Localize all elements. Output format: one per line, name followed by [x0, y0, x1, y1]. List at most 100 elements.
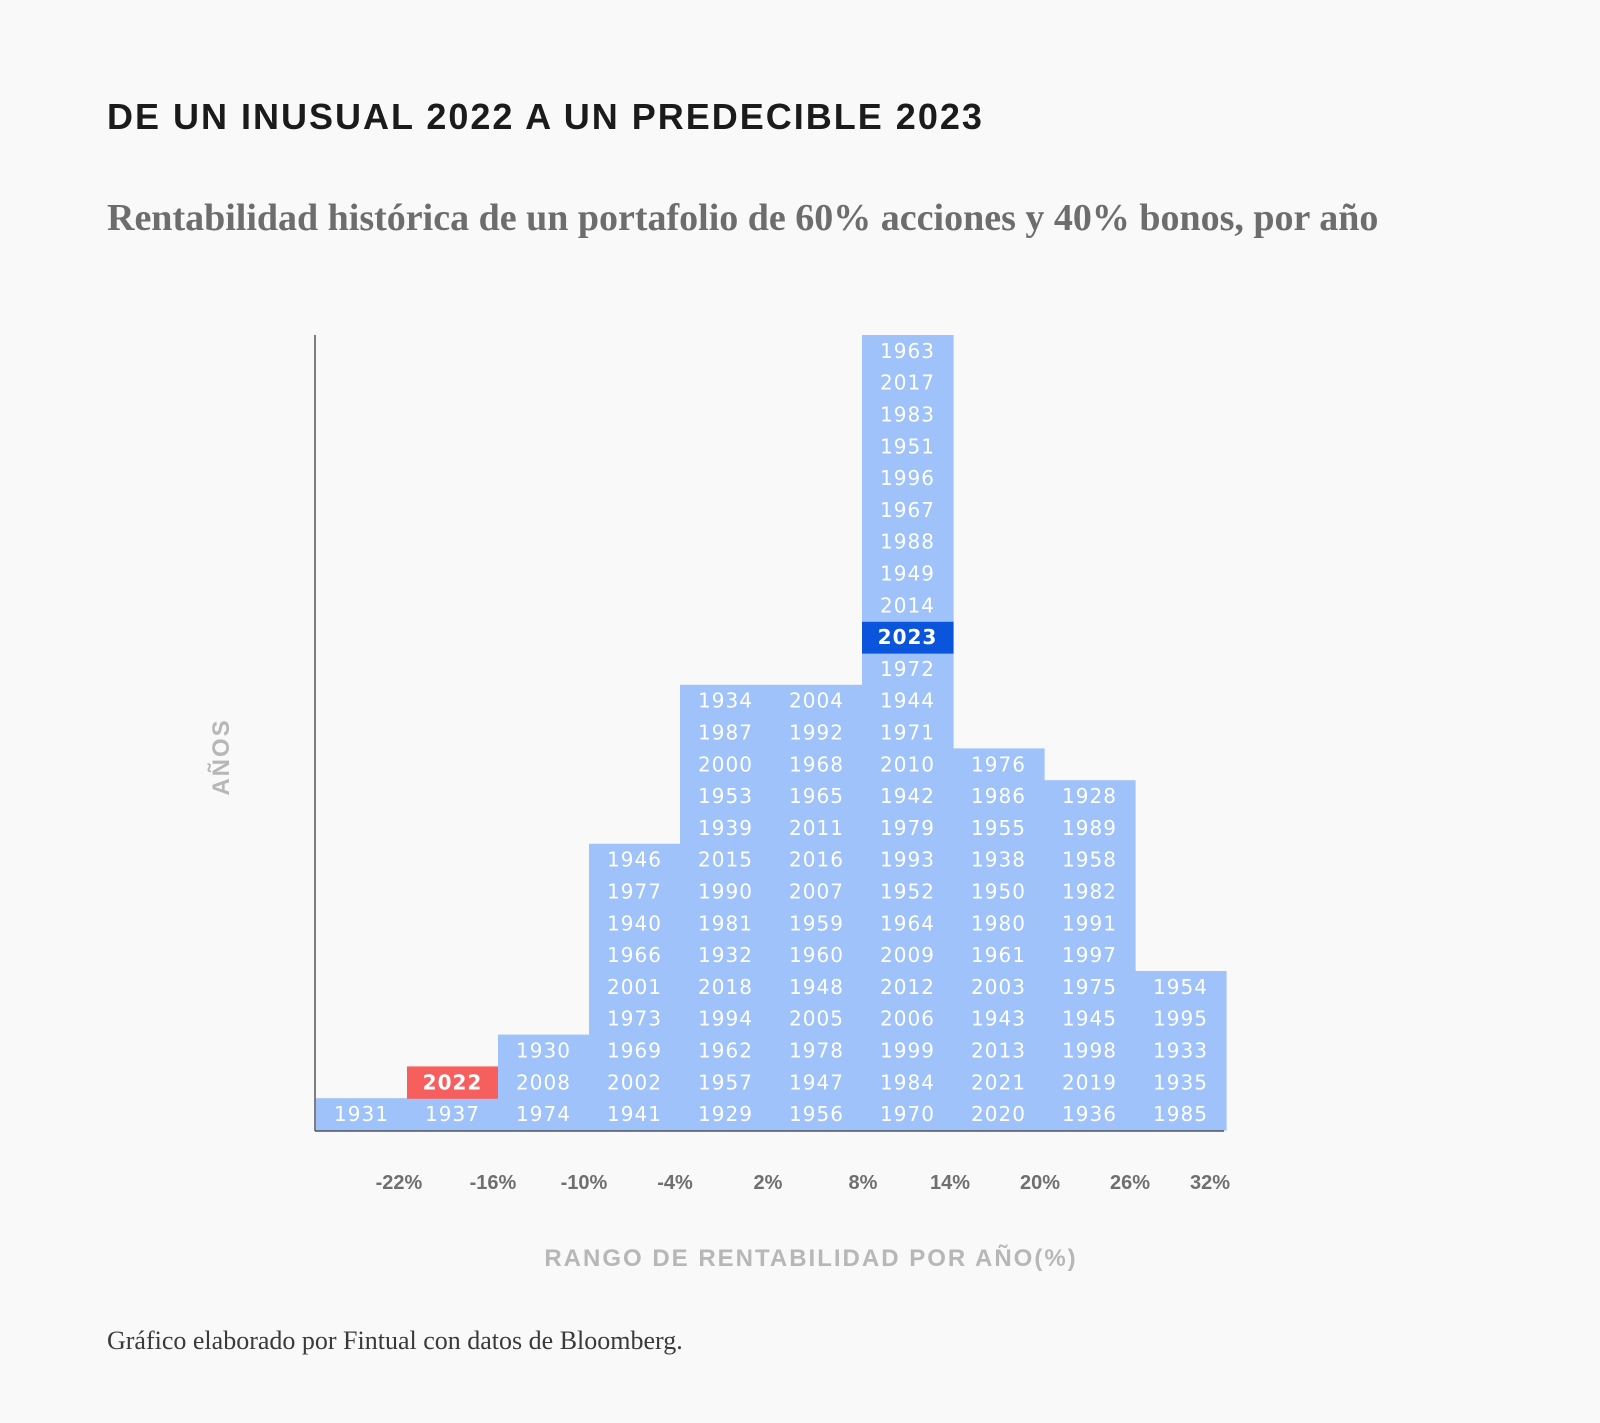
year-label-1938: 1938 — [971, 848, 1026, 872]
year-label-2015: 2015 — [698, 848, 753, 872]
year-cell-1999 — [862, 1034, 954, 1067]
year-label-1943: 1943 — [971, 1007, 1026, 1031]
year-label-1951: 1951 — [880, 434, 935, 458]
year-label-2014: 2014 — [880, 593, 935, 617]
source-note: Gráfico elaborado por Fintual con datos … — [107, 1326, 683, 1355]
year-cell-1936 — [1044, 1098, 1136, 1131]
x-tick-label: -22% — [376, 1172, 423, 1194]
year-cell-1992 — [771, 716, 863, 749]
year-label-1931: 1931 — [334, 1102, 389, 1126]
chart-subtitle: Rentabilidad histórica de un portafolio … — [107, 197, 1379, 239]
year-cell-1955 — [953, 812, 1045, 845]
year-cell-1981 — [680, 907, 772, 940]
x-tick-label: 14% — [930, 1172, 970, 1194]
year-label-1944: 1944 — [880, 689, 935, 713]
year-label-1949: 1949 — [880, 562, 935, 586]
year-cell-1933 — [1135, 1034, 1227, 1067]
year-cell-1972 — [862, 653, 954, 686]
year-label-2004: 2004 — [789, 689, 844, 713]
year-label-2008: 2008 — [516, 1070, 571, 1094]
year-cell-1968 — [771, 748, 863, 781]
year-cell-1986 — [953, 780, 1045, 813]
year-cell-1931 — [316, 1098, 408, 1131]
y-axis-label: AÑOS — [207, 718, 235, 795]
year-cell-1952 — [862, 875, 954, 908]
year-cell-2018 — [680, 971, 772, 1004]
year-cell-1996 — [862, 462, 954, 495]
year-label-2012: 2012 — [880, 975, 935, 999]
year-label-1937: 1937 — [425, 1102, 480, 1126]
year-cell-2006 — [862, 1002, 954, 1036]
year-cell-1984 — [862, 1066, 954, 1099]
year-label-1936: 1936 — [1062, 1102, 1117, 1126]
chart-title: DE UN INUSUAL 2022 A UN PREDECIBLE 2023 — [107, 96, 984, 137]
x-tick-label: -10% — [561, 1172, 608, 1194]
year-cell-1930 — [498, 1034, 590, 1067]
year-label-2011: 2011 — [789, 816, 844, 840]
year-cell-1961 — [953, 939, 1045, 972]
year-cell-1929 — [680, 1098, 772, 1131]
year-label-1988: 1988 — [880, 530, 935, 554]
year-cell-1957 — [680, 1066, 772, 1099]
year-label-1972: 1972 — [880, 657, 935, 681]
year-label-1966: 1966 — [607, 943, 662, 967]
year-label-2013: 2013 — [971, 1039, 1026, 1063]
year-label-1945: 1945 — [1062, 1007, 1117, 1031]
year-label-1955: 1955 — [971, 816, 1026, 840]
x-tick-label: -16% — [470, 1172, 517, 1194]
year-label-1958: 1958 — [1062, 848, 1117, 872]
year-cell-1987 — [680, 716, 772, 749]
year-label-1933: 1933 — [1153, 1039, 1208, 1063]
year-cell-1966 — [589, 939, 681, 972]
year-label-1984: 1984 — [880, 1070, 935, 1094]
year-label-1928: 1928 — [1062, 784, 1117, 808]
year-label-1964: 1964 — [880, 911, 935, 935]
year-label-2019: 2019 — [1062, 1070, 1117, 1094]
year-label-1929: 1929 — [698, 1102, 753, 1126]
year-cell-1979 — [862, 812, 954, 845]
year-label-2016: 2016 — [789, 848, 844, 872]
year-cell-1969 — [589, 1034, 681, 1067]
year-cell-1945 — [1044, 1002, 1136, 1036]
year-label-1942: 1942 — [880, 784, 935, 808]
year-label-1993: 1993 — [880, 848, 935, 872]
year-label-1957: 1957 — [698, 1070, 753, 1094]
year-label-1934: 1934 — [698, 689, 753, 713]
year-cell-1953 — [680, 780, 772, 813]
year-label-2020: 2020 — [971, 1102, 1026, 1126]
year-cell-1938 — [953, 843, 1045, 877]
year-cell-1974 — [498, 1098, 590, 1131]
x-tick-label: -4% — [657, 1172, 693, 1194]
year-label-2002: 2002 — [607, 1070, 662, 1094]
year-label-1952: 1952 — [880, 880, 935, 904]
year-label-1948: 1948 — [789, 975, 844, 999]
year-cell-1993 — [862, 843, 954, 877]
year-label-1946: 1946 — [607, 848, 662, 872]
year-label-1983: 1983 — [880, 403, 935, 427]
year-cell-2009 — [862, 939, 954, 972]
x-tick-label: 20% — [1020, 1172, 1060, 1194]
year-cell-1976 — [953, 748, 1045, 781]
year-cell-1994 — [680, 1002, 772, 1036]
year-cell-1964 — [862, 907, 954, 940]
year-cell-1982 — [1044, 875, 1136, 908]
year-cell-1977 — [589, 875, 681, 908]
year-label-2009: 2009 — [880, 943, 935, 967]
year-cell-1959 — [771, 907, 863, 940]
year-label-1956: 1956 — [789, 1102, 844, 1126]
year-label-2017: 2017 — [880, 371, 935, 395]
year-label-1960: 1960 — [789, 943, 844, 967]
year-label-1995: 1995 — [1153, 1007, 1208, 1031]
year-cell-1995 — [1135, 1002, 1227, 1036]
year-label-1997: 1997 — [1062, 943, 1117, 967]
year-cell-1971 — [862, 716, 954, 749]
year-cell-1947 — [771, 1066, 863, 1099]
year-label-2003: 2003 — [971, 975, 1026, 999]
year-cell-1951 — [862, 430, 954, 463]
year-label-1989: 1989 — [1062, 816, 1117, 840]
year-label-2022: 2022 — [423, 1070, 483, 1094]
year-cell-1941 — [589, 1098, 681, 1131]
year-cell-1934 — [680, 684, 772, 718]
year-label-1967: 1967 — [880, 498, 935, 522]
year-cell-1958 — [1044, 843, 1136, 877]
